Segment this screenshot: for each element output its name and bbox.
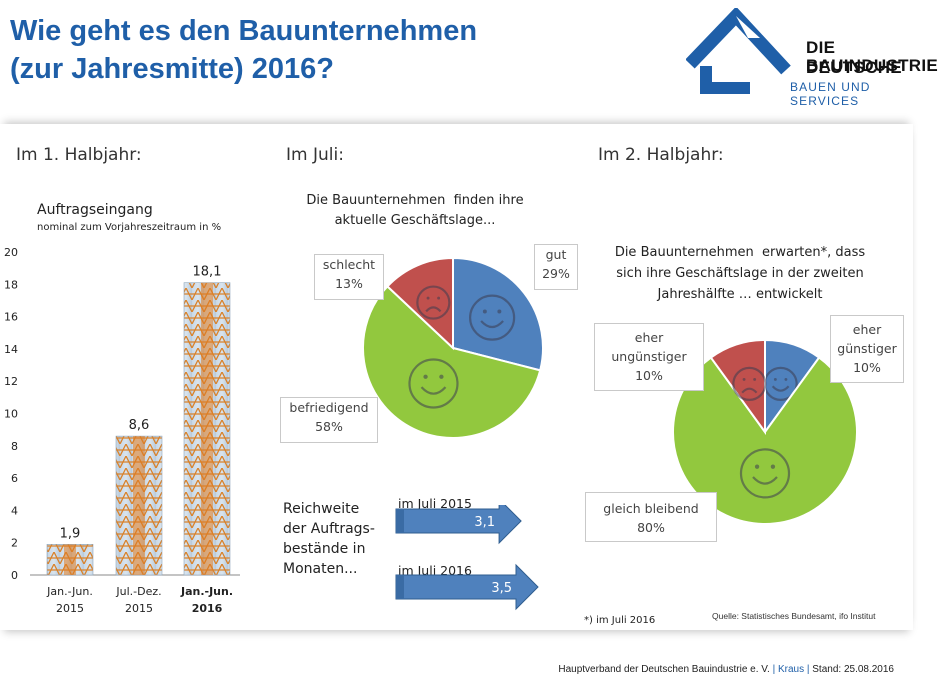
y-tick-label-8: 16 bbox=[4, 311, 18, 324]
pie1-face-1-icon bbox=[408, 358, 459, 409]
logo-text-line-2: BAUINDUSTRIE bbox=[806, 56, 939, 75]
pie1-value-befriedigend: 58% bbox=[315, 419, 343, 434]
x-tick-label-2-1: 2016 bbox=[192, 602, 223, 615]
bar-mast-2 bbox=[201, 282, 213, 575]
pie1-value-gut: 29% bbox=[542, 266, 570, 281]
house-logo-icon bbox=[685, 6, 791, 94]
pie1-callout-schlecht: schlecht 13% bbox=[314, 254, 384, 300]
pie1-slice-2 bbox=[385, 256, 454, 351]
bar-mast-1 bbox=[133, 436, 145, 575]
logo-text-line-1: DIE DEUTSCHE bbox=[806, 38, 902, 77]
page-title: Wie geht es den Bauunternehmen (zur Jahr… bbox=[10, 12, 610, 88]
title-line-1: Wie geht es den Bauunternehmen bbox=[10, 15, 478, 47]
x-tick-label-1-1: 2015 bbox=[125, 602, 153, 615]
y-tick-label-4: 8 bbox=[11, 440, 18, 453]
x-tick-label-0-0: Jan.-Jun. bbox=[46, 585, 93, 598]
section-heading-h1: Im 1. Halbjahr: bbox=[16, 145, 142, 165]
pie2-label-worse-1: eher bbox=[634, 330, 664, 345]
pie2-label-better-2: günstiger bbox=[837, 341, 897, 356]
arrow-value-0: 3,1 bbox=[474, 515, 495, 530]
logo: DIE DEUTSCHE BAUINDUSTRIE BAUEN UND SERV… bbox=[685, 6, 939, 108]
pie1-face-0-icon bbox=[469, 294, 516, 341]
x-tick-label-0-1: 2015 bbox=[56, 602, 84, 615]
bar-value-label-2: 18,1 bbox=[193, 265, 222, 280]
footer-author: Kraus bbox=[777, 664, 805, 675]
arrow-2015-label: im Juli 2015 bbox=[398, 496, 472, 511]
y-tick-label-0: 0 bbox=[11, 569, 18, 582]
footer: Hauptverband der Deutschen Bauindustrie … bbox=[558, 664, 894, 675]
title-line-2: (zur Jahresmitte) 2016? bbox=[10, 53, 334, 85]
arrow-tail-1 bbox=[396, 575, 404, 599]
reach-label-line-2: der Auftrags- bbox=[283, 521, 375, 537]
pie2-title-line-3: Jahreshälfte … entwickelt bbox=[657, 287, 823, 302]
pie1-slice-1 bbox=[362, 284, 542, 439]
logo-text-line-3: BAUEN UND SERVICES bbox=[790, 80, 871, 108]
pie2-callout-better: eher günstiger 10% bbox=[830, 315, 904, 383]
reach-label: Reichweite der Auftrags- bestände in Mon… bbox=[283, 499, 375, 579]
pie2-callout-same: gleich bleibend 80% bbox=[585, 492, 717, 542]
pie1-slice-0 bbox=[452, 256, 544, 372]
pie2-callout-worse: eher ungünstiger 10% bbox=[594, 323, 704, 391]
pie1-title-line-1: Die Bauunternehmen finden ihre bbox=[306, 193, 524, 208]
pie2-slice-2 bbox=[709, 338, 766, 436]
pie2-face-1-icon bbox=[739, 448, 791, 499]
pie2-value-same: 80% bbox=[637, 520, 665, 535]
reach-label-line-3: bestände in bbox=[283, 541, 366, 557]
pie2-label-better-1: eher bbox=[852, 322, 882, 337]
reach-label-line-1: Reichweite bbox=[283, 501, 360, 517]
arrow-2016-label: im Juli 2016 bbox=[398, 563, 472, 578]
pie-chart-expectation bbox=[672, 338, 858, 525]
pie1-value-schlecht: 13% bbox=[335, 276, 363, 291]
pie1-callout-befriedigend: befriedigend 58% bbox=[280, 397, 378, 443]
pie2-title-line-1: Die Bauunternehmen erwarten*, dass bbox=[614, 245, 866, 260]
pie2-slice-1 bbox=[672, 356, 858, 525]
pie2-face-2-icon bbox=[732, 366, 767, 401]
arrow-tail-0 bbox=[396, 509, 404, 533]
footer-org: Hauptverband der Deutschen Bauindustrie … bbox=[558, 664, 770, 675]
pie-chart-current bbox=[362, 256, 544, 439]
y-tick-label-6: 12 bbox=[4, 375, 18, 388]
footnote: *) im Juli 2016 bbox=[584, 615, 656, 626]
bar-value-label-0: 1,9 bbox=[60, 526, 81, 541]
pie1-label-befriedigend: befriedigend bbox=[289, 400, 369, 415]
x-tick-label-2-0: Jan.-Jun. bbox=[180, 585, 233, 598]
arrow-1 bbox=[395, 563, 539, 611]
pie1-face-2-icon bbox=[416, 285, 451, 320]
y-tick-label-7: 14 bbox=[4, 343, 18, 356]
y-tick-label-5: 10 bbox=[4, 408, 18, 421]
y-tick-label-2: 4 bbox=[11, 504, 18, 517]
pie1-title: Die Bauunternehmen finden ihre aktuelle … bbox=[270, 191, 560, 231]
pie1-label-schlecht: schlecht bbox=[322, 257, 376, 272]
section-heading-july: Im Juli: bbox=[286, 145, 344, 165]
y-tick-label-9: 18 bbox=[4, 278, 18, 291]
pie2-title: Die Bauunternehmen erwarten*, dass sich … bbox=[590, 242, 890, 305]
pie1-label-gut: gut bbox=[545, 247, 567, 262]
footer-date: Stand: 25.08.2016 bbox=[812, 664, 894, 675]
y-tick-label-3: 6 bbox=[11, 472, 18, 485]
section-heading-h2: Im 2. Halbjahr: bbox=[598, 145, 724, 165]
pie2-value-better: 10% bbox=[853, 360, 881, 375]
pie2-title-line-2: sich ihre Geschäftslage in der zweiten bbox=[616, 266, 864, 281]
bar-chart: 0 2 4 6 8 10 12 14 16 18 20 1,9 Jan.-Jun. 2015 8,6 Jul.… bbox=[4, 246, 240, 615]
arrow-0 bbox=[395, 505, 522, 545]
pie1-callout-gut: gut 29% bbox=[534, 244, 578, 290]
x-tick-label-1-0: Jul.-Dez. bbox=[115, 585, 161, 598]
arrow-value-1: 3,5 bbox=[491, 581, 512, 596]
y-tick-label-10: 20 bbox=[4, 246, 18, 259]
bar-chart-subtitle: nominal zum Vorjahreszeitraum in % bbox=[37, 222, 222, 233]
source-note: Quelle: Statistisches Bundesamt, ifo Ins… bbox=[712, 611, 876, 621]
pie2-label-same: gleich bleibend bbox=[603, 501, 699, 516]
bar-value-label-1: 8,6 bbox=[129, 418, 150, 433]
pie2-label-worse-2: ungünstiger bbox=[611, 349, 687, 364]
pie1-title-line-2: aktuelle Geschäftslage... bbox=[334, 213, 496, 228]
reach-arrows: 3,1 3,5 bbox=[395, 505, 539, 611]
bar-chart-title: Auftragseingang bbox=[37, 202, 153, 218]
bar-mast-0 bbox=[64, 544, 76, 575]
reach-label-line-4: Monaten... bbox=[283, 561, 358, 577]
pie2-value-worse: 10% bbox=[635, 368, 663, 383]
y-tick-label-1: 2 bbox=[11, 537, 18, 550]
